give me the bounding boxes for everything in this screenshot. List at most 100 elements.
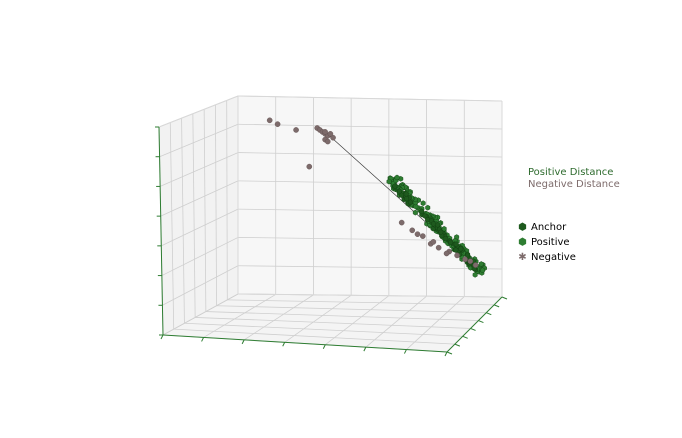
legend-label-negative: Negative bbox=[531, 252, 576, 263]
negative-point bbox=[274, 121, 281, 127]
grid-line bbox=[160, 180, 239, 217]
legend-label-positive: Positive bbox=[531, 237, 570, 248]
anchor-point bbox=[397, 188, 402, 195]
legend-entry-negative: ✱ Negative bbox=[516, 250, 576, 265]
positive-point bbox=[413, 203, 419, 210]
anchor-point bbox=[419, 208, 425, 215]
negative-point bbox=[419, 233, 426, 239]
negative-point bbox=[306, 163, 313, 170]
negative-point bbox=[293, 127, 299, 133]
anchor-point bbox=[443, 235, 449, 242]
negative-point bbox=[398, 219, 405, 226]
grid-line bbox=[173, 328, 455, 345]
x-tick bbox=[201, 337, 205, 342]
positive-point bbox=[478, 261, 484, 267]
negative-point bbox=[409, 227, 416, 234]
negative-point bbox=[327, 131, 334, 137]
pane-edge bbox=[237, 95, 503, 102]
hexagon-icon: ⬢ bbox=[518, 237, 527, 248]
anchor-point bbox=[408, 199, 413, 206]
x-tick bbox=[363, 346, 367, 352]
x-tick bbox=[160, 334, 164, 340]
negative-point bbox=[330, 134, 336, 141]
grid-line bbox=[237, 180, 503, 186]
grid-line bbox=[203, 109, 207, 312]
anchor-point bbox=[438, 229, 444, 236]
anchor-point bbox=[453, 247, 459, 253]
grid-line bbox=[162, 265, 239, 306]
positive-point bbox=[425, 204, 431, 211]
anchor-point bbox=[453, 241, 459, 248]
grid-line bbox=[215, 104, 217, 306]
grid-line bbox=[406, 296, 465, 350]
x-axis-line bbox=[162, 334, 448, 353]
grid-line bbox=[227, 299, 495, 306]
anchor-point bbox=[465, 252, 470, 258]
x-tick bbox=[282, 342, 286, 347]
x-tick bbox=[241, 339, 245, 345]
negative-point bbox=[414, 231, 421, 237]
y-tick bbox=[454, 343, 461, 347]
grid-line bbox=[216, 305, 487, 314]
negative-point bbox=[322, 129, 328, 135]
z-axis-line bbox=[158, 126, 164, 336]
grid-line bbox=[159, 123, 239, 158]
positive-distance-label: Positive Distance bbox=[528, 167, 614, 178]
grid-line bbox=[184, 322, 463, 337]
y-tick bbox=[493, 304, 500, 308]
anchor-point bbox=[435, 222, 441, 228]
legend-label-anchor: Anchor bbox=[531, 222, 567, 233]
negative-point bbox=[443, 250, 450, 257]
negative-point bbox=[467, 258, 474, 264]
grid-line bbox=[159, 152, 239, 187]
grid-line bbox=[203, 294, 276, 338]
anchor-point bbox=[431, 221, 436, 227]
y-tick bbox=[462, 335, 468, 339]
legend-entry-positive: ⬢ Positive bbox=[516, 235, 576, 250]
y-axis-line bbox=[446, 296, 503, 353]
grid-line bbox=[195, 317, 471, 329]
hexagon-icon: ⬢ bbox=[518, 222, 527, 233]
positive-point bbox=[394, 174, 400, 181]
x-tick bbox=[322, 344, 326, 349]
grid-line bbox=[192, 113, 196, 318]
pane-edge bbox=[237, 293, 503, 298]
axes-ticks bbox=[155, 126, 508, 357]
positive-point bbox=[420, 200, 426, 207]
pane-edge bbox=[158, 95, 239, 128]
x-tick bbox=[403, 349, 407, 354]
grid-line bbox=[205, 311, 479, 321]
grid-line bbox=[243, 294, 314, 341]
x-tick bbox=[444, 351, 448, 357]
negative-point bbox=[266, 117, 273, 124]
grid-line bbox=[237, 208, 503, 214]
star-icon: ✱ bbox=[518, 252, 527, 263]
negative-point bbox=[324, 138, 331, 145]
grid-line bbox=[237, 265, 503, 270]
positive-point bbox=[480, 267, 485, 274]
y-tick bbox=[501, 296, 508, 300]
anchor-point bbox=[448, 239, 454, 246]
positive-point bbox=[386, 178, 392, 185]
negative-point bbox=[462, 256, 468, 263]
grid-line bbox=[226, 100, 228, 300]
negative-point bbox=[430, 239, 437, 245]
axes-grid bbox=[158, 95, 503, 353]
grid-line bbox=[365, 295, 427, 348]
grid-line bbox=[161, 237, 239, 276]
grid-line bbox=[169, 122, 175, 330]
anchor-point bbox=[458, 245, 464, 252]
data-points bbox=[266, 117, 487, 278]
anchor-point bbox=[392, 183, 398, 189]
anchor-point bbox=[404, 195, 409, 202]
y-tick bbox=[486, 312, 492, 316]
negative-point bbox=[472, 262, 479, 268]
grid-line bbox=[325, 295, 390, 346]
y-tick bbox=[470, 327, 476, 331]
grid-line bbox=[181, 118, 185, 324]
legend-entry-anchor: ⬢ Anchor bbox=[516, 220, 576, 235]
distance-legend: Positive Distance Negative Distance bbox=[528, 167, 620, 191]
y-tick bbox=[446, 351, 453, 355]
grid-line bbox=[237, 152, 503, 158]
